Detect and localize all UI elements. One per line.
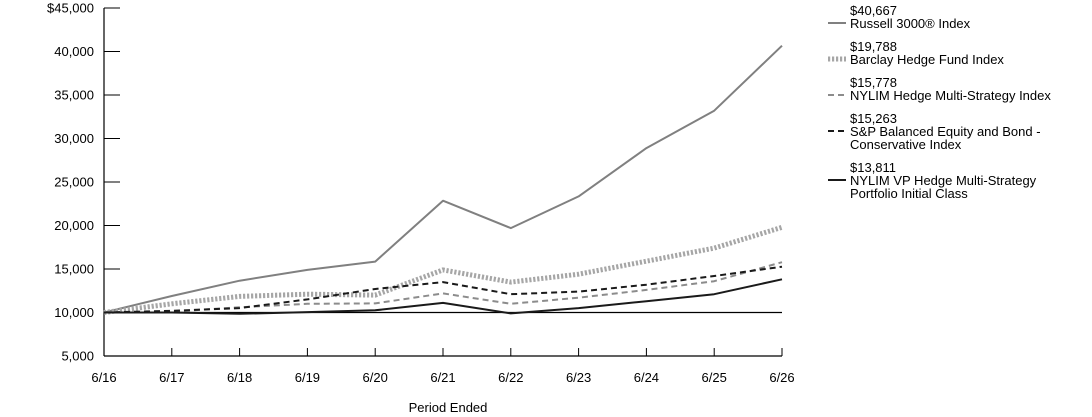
x-tick-label: 6/17 xyxy=(159,370,184,385)
x-tick-label: 6/18 xyxy=(227,370,252,385)
y-tick-label: 20,000 xyxy=(54,218,94,233)
x-tick-label: 6/19 xyxy=(295,370,320,385)
legend-item: $15,263 S&P Balanced Equity and Bond - Co… xyxy=(828,112,1090,151)
y-tick-label: 10,000 xyxy=(54,305,94,320)
series-line-3 xyxy=(103,265,783,314)
x-tick-label: 6/16 xyxy=(91,370,116,385)
legend: $40,667 Russell 3000® Index $19,788 Barclay… xyxy=(828,4,1090,210)
y-tick-label: 15,000 xyxy=(54,262,94,277)
x-tick-label: 6/26 xyxy=(769,370,794,385)
x-axis-title: Period Ended xyxy=(409,400,488,415)
x-tick-label: 6/21 xyxy=(430,370,455,385)
legend-item: $40,667 Russell 3000® Index xyxy=(828,4,1090,30)
legend-series-name: Barclay Hedge Fund Index xyxy=(850,52,1004,67)
legend-series-name: S&P Balanced Equity and Bond - Conservat… xyxy=(850,124,1041,152)
legend-swatch xyxy=(828,179,846,181)
series-line-4 xyxy=(104,278,783,315)
legend-swatch xyxy=(828,56,846,62)
x-tick-label: 6/24 xyxy=(634,370,659,385)
legend-series-name: Russell 3000® Index xyxy=(850,16,971,31)
legend-swatch xyxy=(828,130,846,132)
y-tick-label: 25,000 xyxy=(54,175,94,190)
y-tick-label: 40,000 xyxy=(54,44,94,59)
y-tick-label: 35,000 xyxy=(54,88,94,103)
legend-end-value: $15,263 xyxy=(850,111,897,126)
legend-series-name: NYLIM Hedge Multi-Strategy Index xyxy=(850,88,1051,103)
series-line-0 xyxy=(103,44,783,314)
legend-end-value: $13,811 xyxy=(850,160,897,175)
x-tick-label: 6/20 xyxy=(363,370,388,385)
legend-item: $13,811 NYLIM VP Hedge Multi-Strategy Por… xyxy=(828,161,1090,200)
series-line-1 xyxy=(103,224,783,315)
x-tick-label: 6/22 xyxy=(498,370,523,385)
legend-end-value: $15,778 xyxy=(850,75,897,90)
legend-end-value: $19,788 xyxy=(850,39,897,54)
y-tick-label: 30,000 xyxy=(54,131,94,146)
legend-end-value: $40,667 xyxy=(850,3,897,18)
x-tick-label: 6/23 xyxy=(566,370,591,385)
legend-item: $19,788 Barclay Hedge Fund Index xyxy=(828,40,1090,66)
legend-swatch xyxy=(828,94,846,96)
legend-item: $15,778 NYLIM Hedge Multi-Strategy Index xyxy=(828,76,1090,102)
y-tick-label: 5,000 xyxy=(61,349,94,364)
tick-label-layer: 5,000 10,000 15,000 20,000 25,000 30,000 35,00… xyxy=(47,1,795,386)
legend-swatch xyxy=(828,22,846,24)
x-tick-label: 6/25 xyxy=(702,370,727,385)
y-tick-label: $45,000 xyxy=(47,1,94,16)
legend-series-name: NYLIM VP Hedge Multi-Strategy Portfolio … xyxy=(850,173,1037,201)
series-layer xyxy=(103,44,783,315)
